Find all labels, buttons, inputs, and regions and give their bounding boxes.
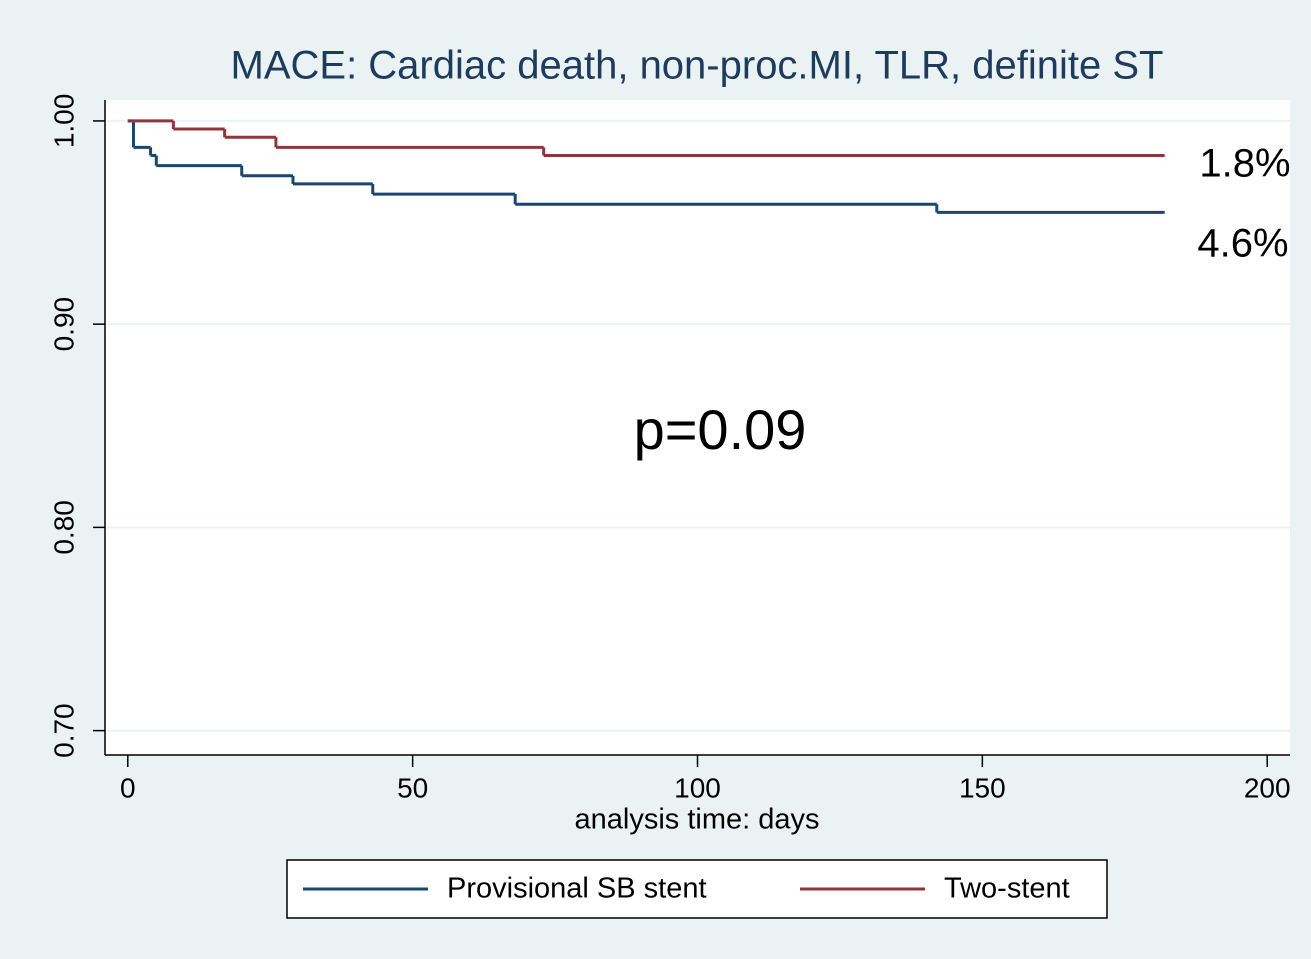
x-tick-label: 200 xyxy=(1244,772,1291,803)
x-tick-label: 100 xyxy=(674,772,721,803)
plot-region xyxy=(105,100,1290,755)
y-tick-label: 0.90 xyxy=(48,297,79,352)
x-tick-label: 150 xyxy=(959,772,1006,803)
annotation: p=0.09 xyxy=(634,398,807,461)
x-tick-label: 50 xyxy=(397,772,428,803)
y-tick-label: 0.80 xyxy=(48,500,79,555)
legend-label: Provisional SB stent xyxy=(447,873,707,905)
y-tick-label: 1.00 xyxy=(48,94,79,149)
annotation: 4.6% xyxy=(1197,222,1288,266)
km-curve xyxy=(127,119,1165,157)
y-tick-label: 0.70 xyxy=(48,703,79,758)
km-curve xyxy=(127,119,1165,214)
x-axis-label: analysis time: days xyxy=(575,804,820,836)
annotation: 1.8% xyxy=(1199,142,1290,186)
chart-title: MACE: Cardiac death, non-proc.MI, TLR, d… xyxy=(231,44,1164,88)
legend-label: Two-stent xyxy=(944,873,1070,905)
x-tick-label: 0 xyxy=(120,772,136,803)
